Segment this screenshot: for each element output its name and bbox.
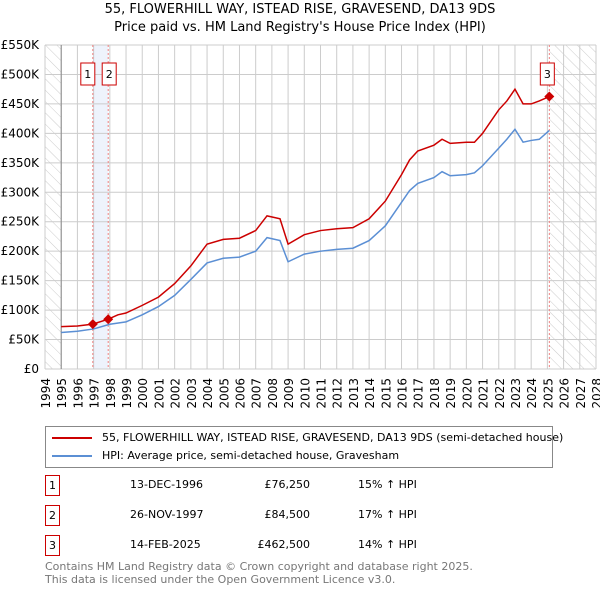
footer-line-1: Contains HM Land Registry data © Crown c…: [45, 560, 473, 573]
x-tick-label: 1999: [120, 378, 134, 409]
x-tick-label: 2009: [282, 378, 296, 409]
sale-hpi: 17% ↑ HPI: [358, 508, 417, 521]
sale-label-box: [80, 62, 96, 86]
x-tick-label: 2020: [460, 378, 474, 409]
hatched-region-pre: [45, 45, 62, 369]
sale-marker: [103, 314, 114, 325]
y-tick-label: £400K: [1, 126, 41, 140]
x-tick-label: 1996: [71, 378, 85, 409]
hatched-region-future: [549, 45, 596, 369]
x-tick-label: 2004: [201, 378, 215, 409]
y-tick-label: £150K: [1, 274, 41, 288]
x-tick-label: 2028: [590, 378, 600, 409]
sale-row: 2 26-NOV-1997 £84,500 17% ↑ HPI: [45, 505, 545, 527]
x-tick-label: 1998: [104, 378, 118, 409]
x-tick-label: 2013: [347, 378, 361, 409]
sale-price: £462,500: [257, 538, 311, 551]
chart-title: 55, FLOWERHILL WAY, ISTEAD RISE, GRAVESE…: [104, 2, 496, 17]
sale-label: 2: [106, 68, 113, 81]
chart-subtitle: Price paid vs. HM Land Registry's House …: [114, 20, 486, 35]
sale-price: £76,250: [264, 478, 311, 491]
x-tick-label: 2021: [477, 378, 491, 409]
x-tick-label: 2014: [363, 378, 377, 409]
x-tick-label: 2000: [136, 378, 150, 409]
sale-label-box: [539, 62, 555, 86]
x-tick-label: 2005: [217, 378, 231, 409]
x-tick-label: 2003: [185, 378, 199, 409]
x-tick-label: 2015: [379, 378, 393, 409]
x-tick-label: 2023: [509, 378, 523, 409]
x-tick-label: 2002: [169, 378, 183, 409]
legend-hpi-line: [52, 454, 92, 457]
sale-label: 1: [84, 68, 91, 81]
x-tick-label: 1994: [39, 378, 53, 409]
sale-number: 3: [45, 535, 60, 556]
sale-hpi: 14% ↑ HPI: [358, 538, 417, 551]
x-tick-label: 2008: [266, 378, 280, 409]
footer-line-2: This data is licensed under the Open Gov…: [45, 573, 396, 586]
legend-property-line: [52, 436, 92, 439]
x-tick-label: 2022: [493, 378, 507, 409]
x-tick-label: 2019: [444, 378, 458, 409]
y-tick-label: £100K: [1, 303, 41, 317]
property-line: [61, 87, 550, 328]
sale-marker: [87, 319, 98, 330]
y-tick-label: £200K: [1, 244, 41, 258]
x-tick-label: 2010: [298, 378, 312, 409]
x-tick-label: 2016: [396, 378, 410, 409]
x-tick-label: 2011: [315, 378, 329, 409]
legend-hpi-label: HPI: Average price, semi-detached house,…: [102, 449, 400, 462]
sale-label-box: [101, 62, 117, 86]
x-tick-label: 2026: [558, 378, 572, 409]
y-tick-label: £250K: [1, 215, 41, 229]
sale-marker: [544, 91, 555, 102]
sale-number: 1: [45, 475, 60, 496]
y-tick-label: £50K: [8, 333, 40, 347]
y-tick-label: £350K: [1, 156, 41, 170]
y-tick-label: £450K: [1, 97, 41, 111]
sale-band: [92, 45, 109, 369]
x-tick-label: 1995: [55, 378, 69, 409]
x-tick-label: 2007: [250, 378, 264, 409]
sale-label: 3: [544, 68, 551, 81]
x-tick-label: 2017: [412, 378, 426, 409]
sale-date: 14-FEB-2025: [130, 538, 201, 551]
sale-number: 2: [45, 505, 60, 526]
sale-date: 13-DEC-1996: [130, 478, 204, 491]
y-tick-label: £0: [24, 362, 39, 376]
x-tick-label: 2025: [541, 378, 555, 409]
x-tick-label: 1997: [88, 378, 102, 409]
legend: 55, FLOWERHILL WAY, ISTEAD RISE, GRAVESE…: [45, 426, 563, 468]
sale-row: 3 14-FEB-2025 £462,500 14% ↑ HPI: [45, 535, 545, 557]
x-tick-label: 2001: [152, 378, 166, 409]
x-tick-label: 2027: [574, 378, 588, 409]
x-tick-label: 2024: [525, 378, 539, 409]
x-tick-label: 2006: [233, 378, 247, 409]
y-tick-label: £550K: [1, 38, 41, 52]
sale-price: £84,500: [264, 508, 311, 521]
y-tick-label: £300K: [1, 185, 41, 199]
price-chart: 1994 1995 1996 1997 1998 1999 2000 2001 2002 2003…: [1, 38, 600, 409]
x-tick-label: 2012: [331, 378, 345, 409]
sale-date: 26-NOV-1997: [130, 508, 204, 521]
x-tick-label: 2018: [428, 378, 442, 409]
legend-property-label: 55, FLOWERHILL WAY, ISTEAD RISE, GRAVESE…: [102, 431, 564, 444]
y-tick-label: £500K: [1, 67, 41, 81]
sale-row: 1 13-DEC-1996 £76,250 15% ↑ HPI: [45, 475, 545, 497]
sale-hpi: 15% ↑ HPI: [358, 478, 417, 491]
hpi-line: [61, 127, 550, 334]
